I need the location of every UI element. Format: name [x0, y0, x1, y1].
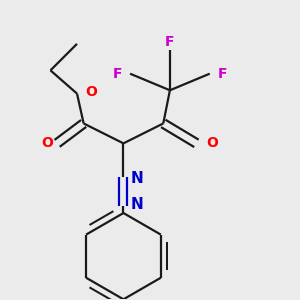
Text: F: F [112, 67, 122, 81]
Text: F: F [218, 67, 227, 81]
Text: N: N [131, 171, 143, 186]
Text: O: O [85, 85, 97, 99]
Text: N: N [131, 197, 143, 212]
Text: O: O [41, 136, 53, 150]
Text: O: O [206, 136, 218, 150]
Text: F: F [165, 35, 175, 49]
